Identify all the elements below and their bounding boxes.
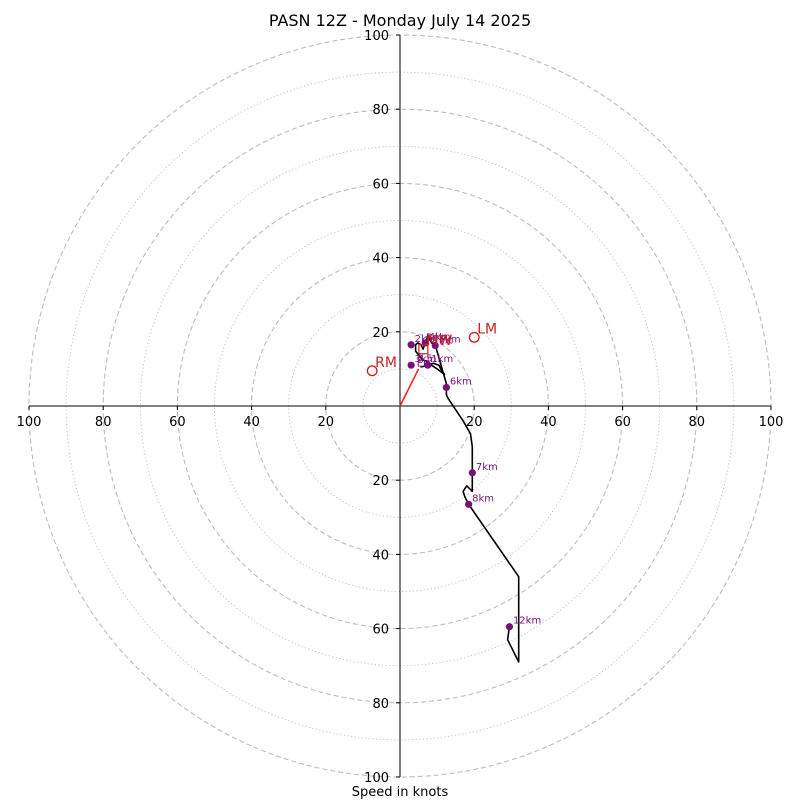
parameter-label: EL xyxy=(417,358,429,369)
height-point-label: 12km xyxy=(513,616,541,627)
height-point xyxy=(442,383,450,392)
height-point-label: 3km xyxy=(415,354,437,365)
x-axis-label: Speed in knots xyxy=(352,785,449,800)
y-tick-label: 60 xyxy=(372,177,389,192)
y-tick-label: 80 xyxy=(372,103,389,118)
x-tick-label: 40 xyxy=(540,415,557,430)
storm-marker-label: MW xyxy=(426,333,452,349)
height-point xyxy=(424,361,432,369)
storm-markers: RM LM MW xyxy=(366,321,497,377)
height-point-label: 6km xyxy=(450,376,472,387)
storm-marker-label: RM xyxy=(375,355,397,371)
y-tick-label: 100 xyxy=(364,29,389,44)
x-tick-label: 100 xyxy=(759,415,784,430)
height-point xyxy=(431,341,439,350)
y-tick-label: 20 xyxy=(372,326,389,341)
chart-title: PASN 12Z - Monday July 14 2025 xyxy=(269,11,531,30)
height-point xyxy=(407,341,415,349)
y-tick-label: 20 xyxy=(372,474,389,489)
x-tick-label: 20 xyxy=(318,415,335,430)
hodograph-line xyxy=(414,334,520,663)
y-tick-label: 80 xyxy=(372,697,389,712)
mean-wind-marker xyxy=(418,344,429,355)
y-tick-label: 40 xyxy=(372,548,389,563)
parameter-label: Mc xyxy=(439,336,453,347)
storm-motion-line xyxy=(399,368,420,407)
y-tick-label: 100 xyxy=(364,771,389,786)
traces xyxy=(399,334,520,663)
height-point xyxy=(407,361,415,369)
x-tick-label: 60 xyxy=(614,415,631,430)
x-tick-label: 80 xyxy=(689,415,706,430)
x-tick-label: 100 xyxy=(17,415,42,430)
height-point xyxy=(505,623,514,631)
height-point xyxy=(468,469,476,477)
height-point-label: 5km xyxy=(439,335,461,346)
y-tick-label: 60 xyxy=(372,623,389,638)
x-tick-label: 80 xyxy=(95,415,112,430)
right-mover-marker xyxy=(366,365,378,377)
y-tick-label: 40 xyxy=(372,252,389,267)
left-mover-marker xyxy=(468,331,480,343)
height-point xyxy=(465,500,473,508)
parameter-label: 0.5 xyxy=(417,353,433,364)
x-tick-label: 20 xyxy=(466,415,483,430)
height-point-label: 2km xyxy=(415,334,437,345)
parameter-label: Bnk xyxy=(426,332,445,343)
height-point-label: 8km xyxy=(472,493,494,504)
height-point-label: 7km xyxy=(476,462,498,473)
storm-marker-label: LM xyxy=(477,321,497,337)
x-tick-label: 60 xyxy=(169,415,186,430)
axis-ticks: 100 80 60 40 20 20 40 60 80 100 100 80 60 40 20 20 40 60 8… xyxy=(17,29,784,786)
height-point-label: 4km xyxy=(429,332,451,343)
x-tick-label: 40 xyxy=(243,415,260,430)
height-point-label: 1km xyxy=(431,354,453,365)
